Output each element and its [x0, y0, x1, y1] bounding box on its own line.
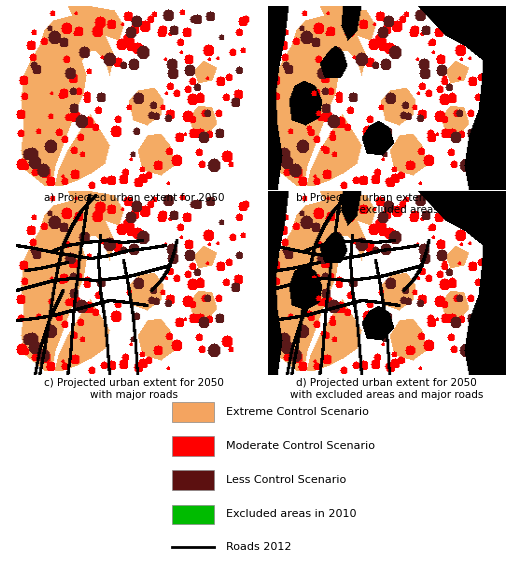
Bar [172, 504, 214, 524]
Bar [172, 470, 214, 490]
Text: Roads 2012: Roads 2012 [226, 542, 292, 552]
Text: Moderate Control Scenario: Moderate Control Scenario [226, 441, 375, 451]
Text: Extreme Control Scenario: Extreme Control Scenario [226, 407, 369, 417]
Text: Less Control Scenario: Less Control Scenario [226, 475, 346, 485]
Text: a) Projected urban extent for 2050: a) Projected urban extent for 2050 [44, 193, 225, 203]
Text: d) Projected urban extent for 2050
with excluded areas and major roads: d) Projected urban extent for 2050 with … [290, 378, 483, 399]
Bar [172, 436, 214, 456]
Text: b) Projected urban extent for 2050
with excluded areas: b) Projected urban extent for 2050 with … [296, 193, 477, 215]
Bar [172, 402, 214, 422]
Text: Excluded areas in 2010: Excluded areas in 2010 [226, 509, 357, 519]
Text: c) Projected urban extent for 2050
with major roads: c) Projected urban extent for 2050 with … [44, 378, 224, 399]
